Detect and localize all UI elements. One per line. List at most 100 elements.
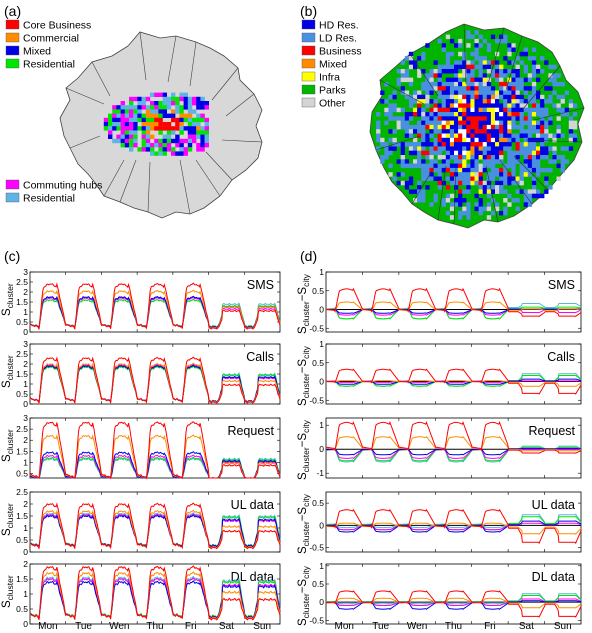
legend-label: Core Business [23,20,91,32]
y-label-d: Scluster−Scity [297,273,311,334]
y-tick-label: 0.5 [312,358,324,368]
y-tick-label: 1 [23,523,28,533]
legend-swatch [301,58,316,69]
y-tick-label: 0.5 [16,317,28,327]
subplot-title: Calls [547,350,575,364]
y-tick-label: 1 [23,457,28,467]
y-tick-label: 0.5 [16,469,28,479]
day-label: Thu [146,621,163,632]
y-tick-label: 0.5 [312,498,324,508]
series-line-core-business [29,282,281,330]
y-tick-label: 2 [23,499,28,509]
diff-line-core-business [325,287,582,317]
legend-label: LD Res. [319,33,357,45]
series-line-core-business [29,565,281,621]
subplot-title: DL data [231,570,274,584]
y-tick-label: 0 [23,327,28,337]
legend-swatch [5,32,20,43]
y-tick-label: 0.5 [16,389,28,399]
legend-swatch [301,19,316,30]
y-tick-label: 1.5 [16,297,28,307]
y-tick-label: 3 [23,267,28,277]
subplot-title: Request [528,424,575,438]
y-tick-label: -0.5 [309,323,324,333]
y-label-d: Scluster−Scity [297,345,311,406]
y-tick-label: 1.5 [16,511,28,521]
day-label: Fri [484,621,496,632]
y-tick-label: 2.5 [16,349,28,359]
day-label: Wen [407,621,427,632]
legend-swatch [5,192,20,203]
series-line-core-business [29,502,281,550]
plot-frame [325,343,582,405]
legend-label: Parks [319,85,346,97]
legend-swatch [301,45,316,56]
day-labels-c: Mon Tue Wen Thu Fri Sat Sun [38,621,271,632]
y-tick-label: 0.5 [16,535,28,545]
subplot-title: Request [227,424,274,438]
legend-label: Mixed [23,46,51,58]
y-tick-label: 0 [319,305,324,315]
legend-label: HD Res. [319,20,359,32]
legend-label: Infra [319,72,340,84]
y-tick-label: 1.5 [16,446,28,456]
map-a [59,31,263,219]
day-label: Sun [554,621,572,632]
y-tick-label: 1 [23,307,28,317]
y-tick-label: 0.5 [312,579,324,589]
diff-line-core-business [325,508,582,545]
subplot-title: DL data [532,570,575,584]
plot-frame [29,271,281,333]
subplot-title: UL data [532,498,575,512]
legend-swatch [301,84,316,95]
plot-frame [29,417,281,479]
y-tick-label: 2.5 [16,277,28,287]
y-tick-label: -0.5 [309,615,324,625]
y-tick-label: 0 [23,619,28,629]
y-label-c: Scluster [1,355,15,388]
day-label: Thu [445,621,462,632]
panel-d-plots: -0.5 0 0.5 1 SMS -0.5 0 0.5 1 Calls -1 0 1 Request -0.… [309,267,582,625]
y-tick-label: 1 [319,420,324,430]
y-tick-label: 2 [23,287,28,297]
legend-label: Residential [23,193,75,205]
diff-line-core-business [326,368,582,395]
y-label-c: Scluster [1,503,15,536]
plot-frame [29,563,281,625]
plot-frame [29,491,281,553]
day-label: Tue [372,621,389,632]
map-b [369,23,585,229]
day-label: Tue [75,621,92,632]
diff-line-mixed [326,520,582,533]
legend-swatch [5,179,20,190]
y-tick-label: -0.5 [309,543,324,553]
y-tick-label: 1 [319,339,324,349]
y-tick-label: 2.5 [16,487,28,497]
y-tick-label: 0 [23,399,28,409]
day-label: Mon [334,621,353,632]
legend-swatch [5,19,20,30]
y-tick-label: 1.5 [16,369,28,379]
y-tick-label: 2.5 [16,424,28,434]
subplot-title: UL data [231,498,274,512]
legend-swatch [301,71,316,82]
y-tick-label: 1 [23,379,28,389]
subplot-title: Calls [246,350,274,364]
y-tick-label: 2 [23,359,28,369]
y-tick-label: 3 [23,413,28,423]
y-tick-label: 0 [319,444,324,454]
diff-line-core-business [326,590,582,618]
day-label: Sat [519,621,534,632]
legend-swatch [301,32,316,43]
legend-swatch [301,97,316,108]
y-tick-label: -0.5 [309,395,324,405]
day-label: Mon [38,621,57,632]
diff-line-mixed [326,447,581,456]
y-tick-label: 0 [319,597,324,607]
y-tick-label: 0 [23,547,28,557]
y-tick-label: -1 [316,468,324,478]
y-tick-label: 0 [319,377,324,387]
legend-label: Mixed [319,59,347,71]
